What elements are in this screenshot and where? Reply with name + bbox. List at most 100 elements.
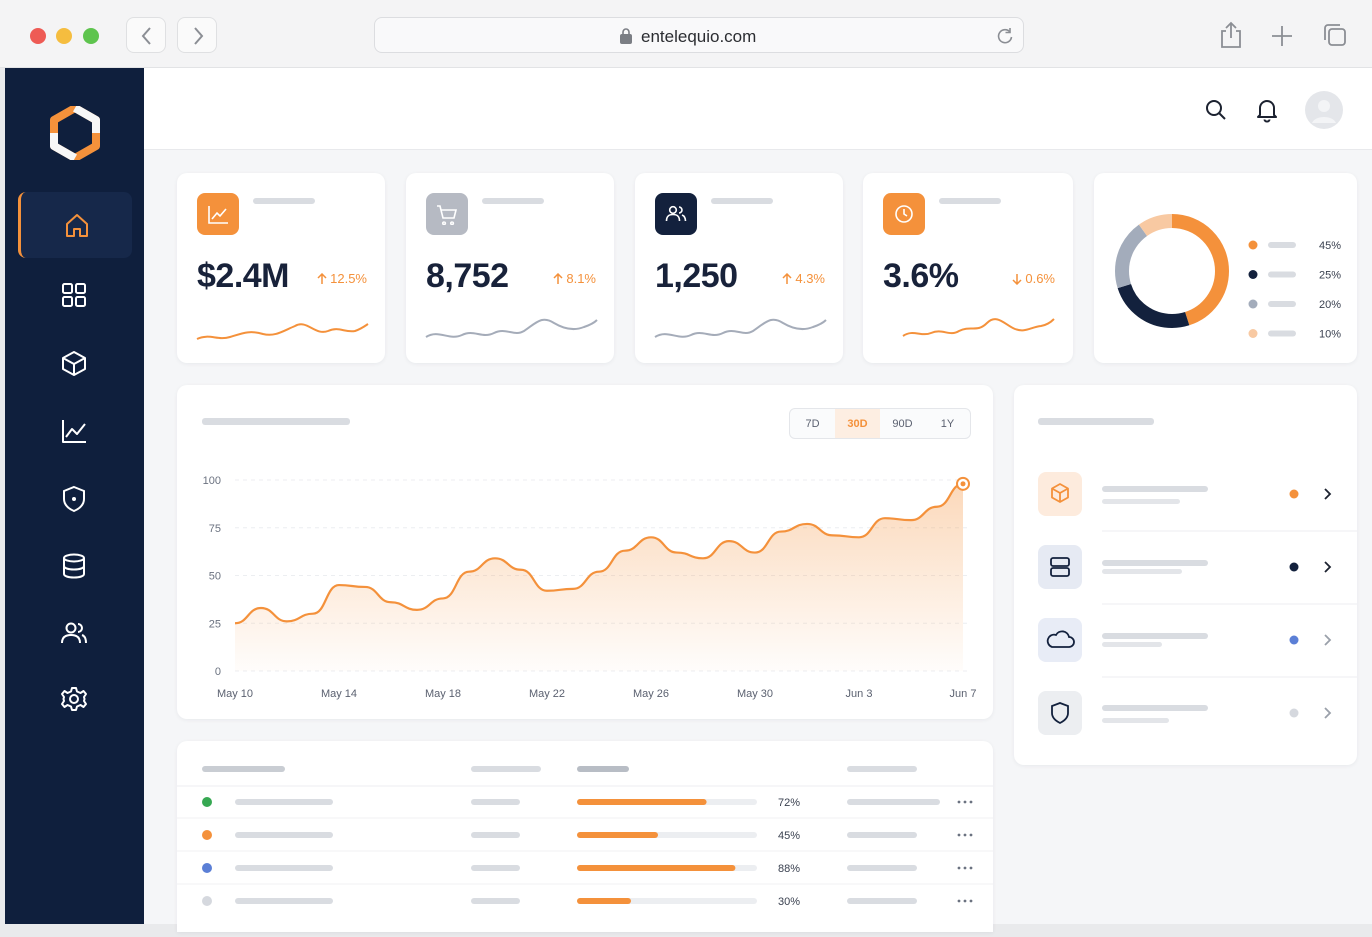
y-tick-label: 75 <box>209 523 221 535</box>
nav-users[interactable] <box>18 600 129 666</box>
period-button[interactable]: 7D <box>805 417 820 430</box>
x-tick-label: May 18 <box>425 688 461 700</box>
placeholder <box>1038 418 1154 425</box>
period-button[interactable]: 1Y <box>940 417 955 430</box>
kpi-change-text: 8.1% <box>566 271 596 286</box>
more-dot <box>969 800 973 804</box>
shape <box>61 420 86 443</box>
shape <box>1050 567 1070 577</box>
placeholder <box>847 898 917 904</box>
minimize-button[interactable] <box>56 28 72 44</box>
end-marker-dot <box>960 481 966 487</box>
nav-database[interactable] <box>18 533 129 599</box>
search-icon[interactable] <box>1204 98 1228 122</box>
progress-bar <box>577 799 707 805</box>
progress-label: 88% <box>778 863 800 875</box>
zoom-button[interactable] <box>83 28 99 44</box>
clock-icon <box>895 205 913 223</box>
kpi-card: 1,250 4.3% <box>635 173 843 363</box>
shield-icon <box>62 485 85 513</box>
shape <box>1289 635 1299 645</box>
nav-analytics[interactable] <box>18 398 129 464</box>
shape <box>60 687 87 711</box>
list-item[interactable] <box>1038 545 1332 589</box>
x-tick-label: May 26 <box>633 688 669 700</box>
shape <box>622 28 630 34</box>
shape <box>60 687 87 711</box>
shape <box>425 318 598 338</box>
progress-label: 45% <box>778 830 800 842</box>
placeholder <box>235 865 333 871</box>
bell-icon[interactable] <box>1255 97 1279 123</box>
legend-dot <box>1248 299 1258 309</box>
shape <box>1050 557 1070 567</box>
list-item[interactable] <box>1038 472 1332 516</box>
forward-button[interactable] <box>177 17 217 53</box>
shape <box>997 28 1013 44</box>
list-item[interactable] <box>1038 691 1332 735</box>
kpi-card: $2.4M 12.5% <box>177 173 385 363</box>
shape <box>1206 100 1222 116</box>
sparkline <box>902 318 1055 337</box>
nav-settings[interactable] <box>18 666 129 732</box>
avatar[interactable] <box>1304 90 1344 130</box>
shape <box>1102 499 1180 504</box>
shape <box>895 205 913 223</box>
reload-icon[interactable] <box>995 26 1015 46</box>
progress-label: 30% <box>778 896 800 908</box>
sparkline <box>425 318 598 338</box>
legend-placeholder <box>1268 330 1296 337</box>
address-bar[interactable]: entelequio.com <box>374 17 1024 53</box>
more-dot <box>969 899 973 903</box>
y-tick-label: 100 <box>203 475 221 487</box>
shape <box>74 296 86 307</box>
x-tick-label: May 30 <box>737 688 773 700</box>
progress-label: 72% <box>778 797 800 809</box>
y-tick-label: 25 <box>209 618 221 630</box>
progress-bar <box>577 832 658 838</box>
shape <box>71 497 76 501</box>
kpi-change: 4.3% <box>782 271 825 286</box>
period-button[interactable]: 30D <box>835 409 880 438</box>
shape <box>678 206 687 222</box>
nav-dashboard[interactable] <box>18 262 129 328</box>
close-button[interactable] <box>30 28 46 44</box>
new-tab-icon[interactable] <box>1270 24 1294 48</box>
trend-arrow <box>553 272 563 284</box>
shape <box>1272 26 1292 46</box>
period-button[interactable]: 90D <box>892 417 913 430</box>
shape <box>1051 702 1069 725</box>
shape <box>62 553 85 579</box>
shape <box>1038 545 1082 589</box>
back-button[interactable] <box>126 17 166 53</box>
nav-security[interactable] <box>18 466 129 532</box>
nav-products[interactable] <box>18 330 129 396</box>
nav-home[interactable] <box>18 192 132 258</box>
shape <box>1051 483 1069 503</box>
placeholder <box>471 799 520 805</box>
tabs-icon[interactable] <box>1322 22 1348 48</box>
more-dot <box>963 833 967 837</box>
shape <box>665 213 681 222</box>
users-icon <box>60 622 87 644</box>
shape <box>1328 28 1346 46</box>
shape <box>65 214 88 237</box>
box-icon <box>61 351 86 376</box>
legend-dot <box>1248 240 1258 250</box>
shape <box>782 272 792 284</box>
list-items <box>1038 472 1357 735</box>
share-icon[interactable] <box>1218 20 1244 50</box>
url: entelequio.com <box>641 27 757 46</box>
shape <box>1038 618 1082 662</box>
shape <box>1289 489 1299 499</box>
placeholder <box>235 832 333 838</box>
legend-value: 45% <box>1319 240 1341 252</box>
more-dot <box>957 833 961 837</box>
list-item[interactable] <box>1038 618 1332 662</box>
shape <box>1318 100 1330 112</box>
placeholder <box>482 198 544 204</box>
shape <box>1324 707 1332 719</box>
shape <box>141 27 151 45</box>
legend-placeholder <box>1268 242 1296 248</box>
